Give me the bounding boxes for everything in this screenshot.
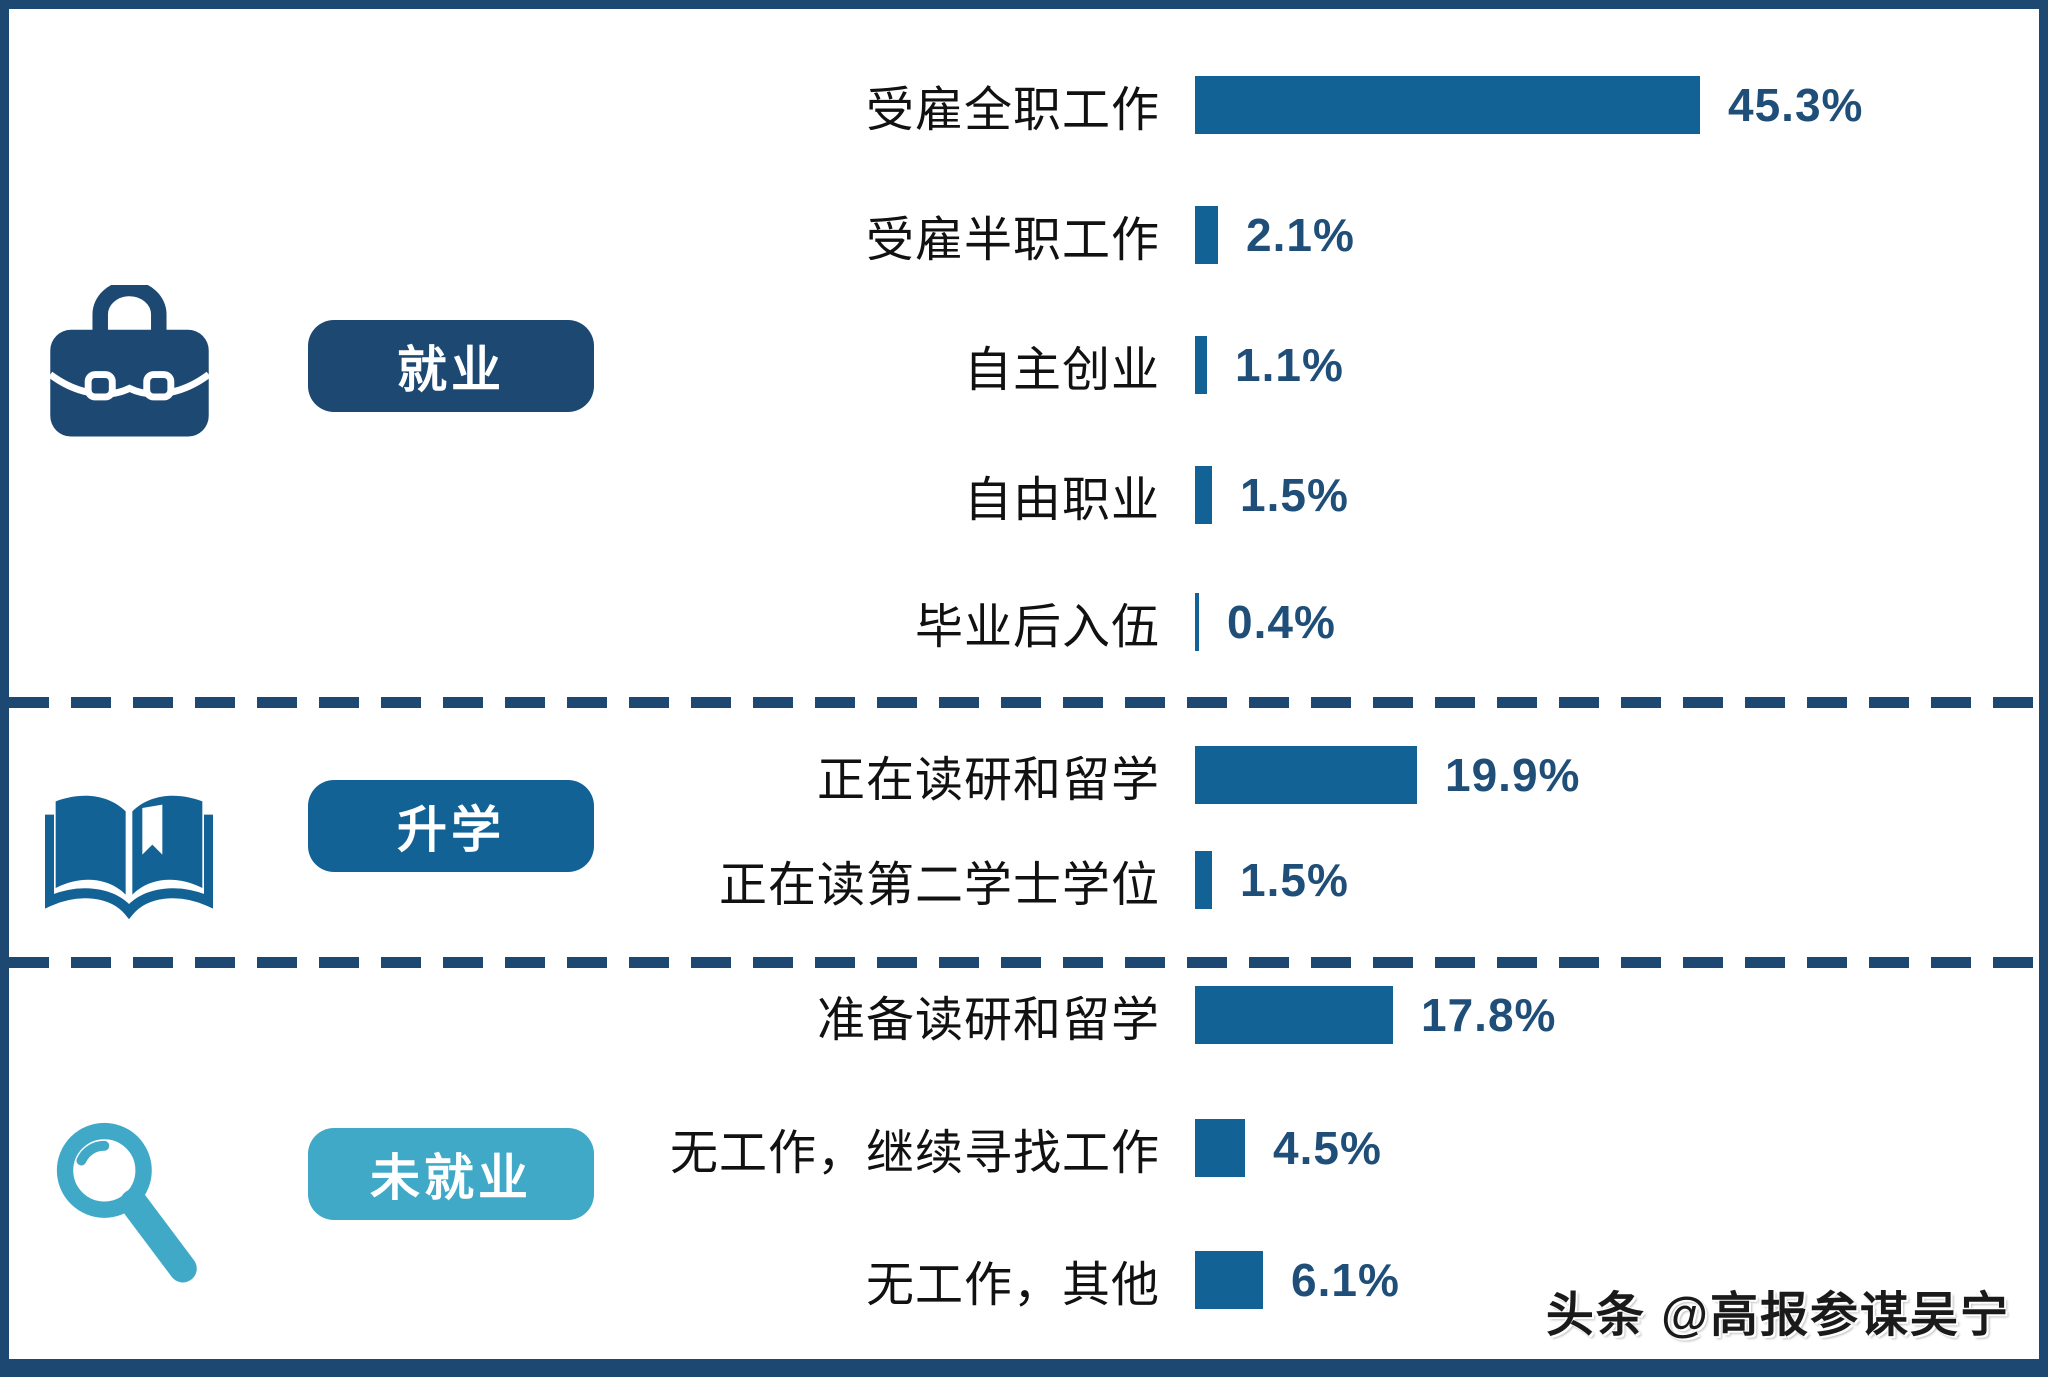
value-label: 6.1% bbox=[1291, 1254, 1400, 1306]
value-label: 17.8% bbox=[1421, 989, 1557, 1041]
value-label: 19.9% bbox=[1445, 749, 1581, 801]
value-label: 2.1% bbox=[1246, 209, 1355, 261]
category-label: 受雇半职工作 bbox=[865, 214, 1160, 267]
bar bbox=[1195, 1251, 1263, 1309]
category-label: 正在读第二学士学位 bbox=[718, 859, 1160, 912]
section-divider bbox=[9, 697, 2039, 708]
bar bbox=[1195, 851, 1212, 909]
value-label: 1.5% bbox=[1240, 854, 1349, 906]
category-label: 无工作，其他 bbox=[865, 1259, 1160, 1312]
category-label: 正在读研和留学 bbox=[816, 754, 1160, 807]
category-label: 自主创业 bbox=[963, 344, 1160, 397]
bar bbox=[1195, 336, 1207, 394]
chart-row: 自主创业 1.1% bbox=[10, 300, 2038, 430]
chart-row: 自由职业 1.5% bbox=[10, 430, 2038, 560]
category-label: 自由职业 bbox=[963, 474, 1160, 527]
chart-row: 无工作，继续寻找工作 4.5% bbox=[10, 1083, 2038, 1213]
chart-row: 准备读研和留学 17.8% bbox=[10, 950, 2038, 1080]
magnifier-icon bbox=[48, 1118, 213, 1303]
group-badge-study: 升学 bbox=[308, 780, 594, 872]
bar bbox=[1195, 986, 1393, 1044]
category-label: 无工作，继续寻找工作 bbox=[669, 1127, 1160, 1180]
value-label: 0.4% bbox=[1227, 596, 1336, 648]
watermark: 头条 @高报参谋吴宁 bbox=[1545, 1289, 2010, 1342]
group-badge-unemployed: 未就业 bbox=[308, 1128, 594, 1220]
value-label: 4.5% bbox=[1273, 1122, 1382, 1174]
chart-row: 正在读第二学士学位 1.5% bbox=[10, 815, 2038, 945]
bar bbox=[1195, 206, 1218, 264]
category-label: 准备读研和留学 bbox=[816, 994, 1160, 1047]
bar bbox=[1195, 466, 1212, 524]
briefcase-icon bbox=[42, 280, 217, 445]
chart-row: 受雇全职工作 45.3% bbox=[10, 40, 2038, 170]
open-book-icon bbox=[44, 778, 214, 933]
chart-row: 受雇半职工作 2.1% bbox=[10, 170, 2038, 300]
bar bbox=[1195, 1119, 1245, 1177]
chart-row: 无工作，其他 6.1% bbox=[10, 1215, 2038, 1345]
chart-row: 正在读研和留学 19.9% bbox=[10, 710, 2038, 840]
section-divider bbox=[9, 957, 2039, 968]
chart-row: 毕业后入伍 0.4% bbox=[10, 557, 2038, 687]
category-label: 毕业后入伍 bbox=[914, 601, 1160, 654]
bar bbox=[1195, 593, 1199, 651]
value-label: 1.5% bbox=[1240, 469, 1349, 521]
bar bbox=[1195, 746, 1417, 804]
value-label: 1.1% bbox=[1235, 339, 1344, 391]
bar bbox=[1195, 76, 1700, 134]
category-label: 受雇全职工作 bbox=[865, 84, 1160, 137]
value-label: 45.3% bbox=[1728, 79, 1864, 131]
group-badge-employed: 就业 bbox=[308, 320, 594, 412]
